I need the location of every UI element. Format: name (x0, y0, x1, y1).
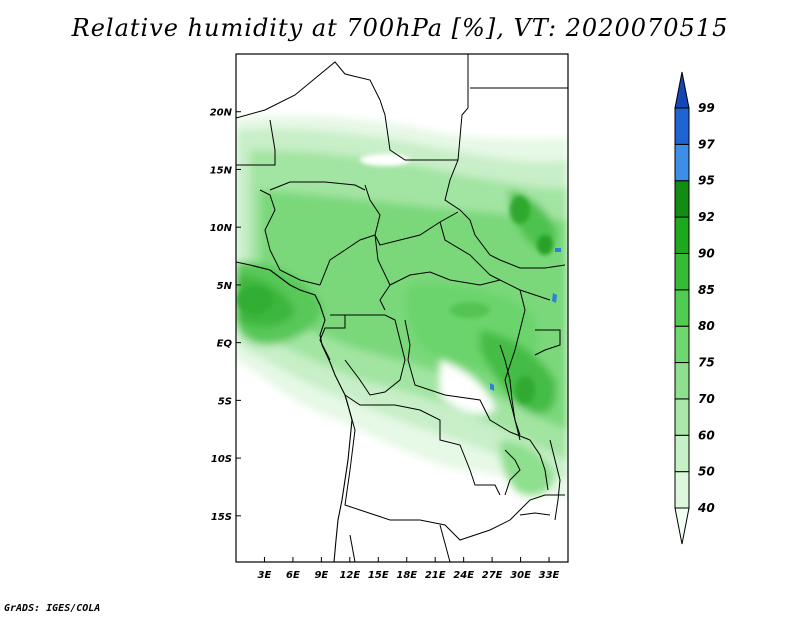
colorbar: 40 50 60 70 75 80 85 90 92 95 97 99 (674, 71, 715, 545)
lon-tick-label: 33E (539, 570, 560, 581)
colorbar-level-label: 95 (698, 174, 715, 188)
lon-tick-label: 30E (510, 570, 531, 581)
lat-tick-label: 15N (210, 165, 233, 176)
colorbar-bin (674, 71, 690, 109)
coastline (236, 261, 353, 562)
lon-tick-label: 9E (314, 570, 328, 581)
colorbar-level-label: 97 (698, 137, 715, 151)
lon-tick-label: 12E (339, 570, 360, 581)
colorbar-bin (674, 289, 690, 327)
colorbar-level-label: 50 (698, 465, 715, 479)
colorbar-level-label: 92 (698, 210, 715, 224)
longitude-axis: 3E 6E 9E 12E 15E 18E 21E 24E 27E 30E 33E (258, 557, 560, 581)
colorbar-level-label: 75 (698, 356, 715, 370)
lat-tick-label: 5N (217, 281, 233, 292)
colorbar-level-label: 40 (697, 501, 715, 515)
colorbar-bin (674, 143, 690, 182)
colorbar-level-label: 90 (698, 246, 715, 260)
lon-tick-label: 21E (425, 570, 446, 581)
lon-tick-label: 18E (396, 570, 417, 581)
grads-credit: GrADS: IGES/COLA (4, 603, 101, 614)
colorbar-level-label: 80 (698, 319, 715, 333)
lat-tick-label: EQ (217, 339, 233, 350)
colorbar-bin (674, 362, 690, 400)
lat-tick-label: 10S (211, 454, 232, 465)
lat-tick-label: 10N (210, 223, 233, 234)
lon-tick-label: 3E (258, 570, 272, 581)
colorbar-level-label: 70 (698, 392, 715, 406)
colorbar-level-label: 60 (698, 428, 715, 442)
lon-tick-label: 24E (453, 570, 474, 581)
map-title: Relative humidity at 700hPa [%], VT: 202… (71, 14, 729, 42)
colorbar-level-label: 85 (698, 283, 715, 297)
colorbar-bin (674, 325, 690, 364)
colorbar-bin (674, 107, 690, 145)
lon-tick-label: 6E (286, 570, 300, 581)
latitude-axis: 20N 15N 10N 5N EQ 5S 10S 15S (210, 108, 241, 523)
lat-tick-label: 5S (218, 396, 232, 407)
lat-tick-label: 15S (211, 512, 232, 523)
colorbar-bin (674, 434, 690, 473)
colorbar-bin (674, 252, 690, 291)
lon-tick-label: 15E (368, 570, 389, 581)
lat-tick-label: 20N (210, 108, 233, 119)
plot-frame (235, 53, 569, 563)
colorbar-bin (674, 180, 690, 218)
colorbar-bin (674, 398, 690, 436)
colorbar-level-label: 99 (698, 101, 715, 115)
colorbar-bin (674, 471, 690, 509)
humidity-field (236, 54, 568, 562)
country-borders (236, 54, 568, 562)
lon-tick-label: 27E (482, 570, 503, 581)
colorbar-bin (674, 507, 690, 545)
colorbar-bin (674, 216, 690, 254)
